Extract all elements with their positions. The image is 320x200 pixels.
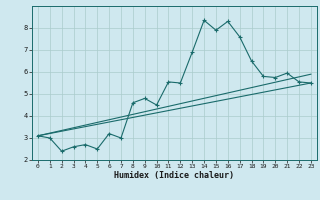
X-axis label: Humidex (Indice chaleur): Humidex (Indice chaleur) <box>115 171 234 180</box>
